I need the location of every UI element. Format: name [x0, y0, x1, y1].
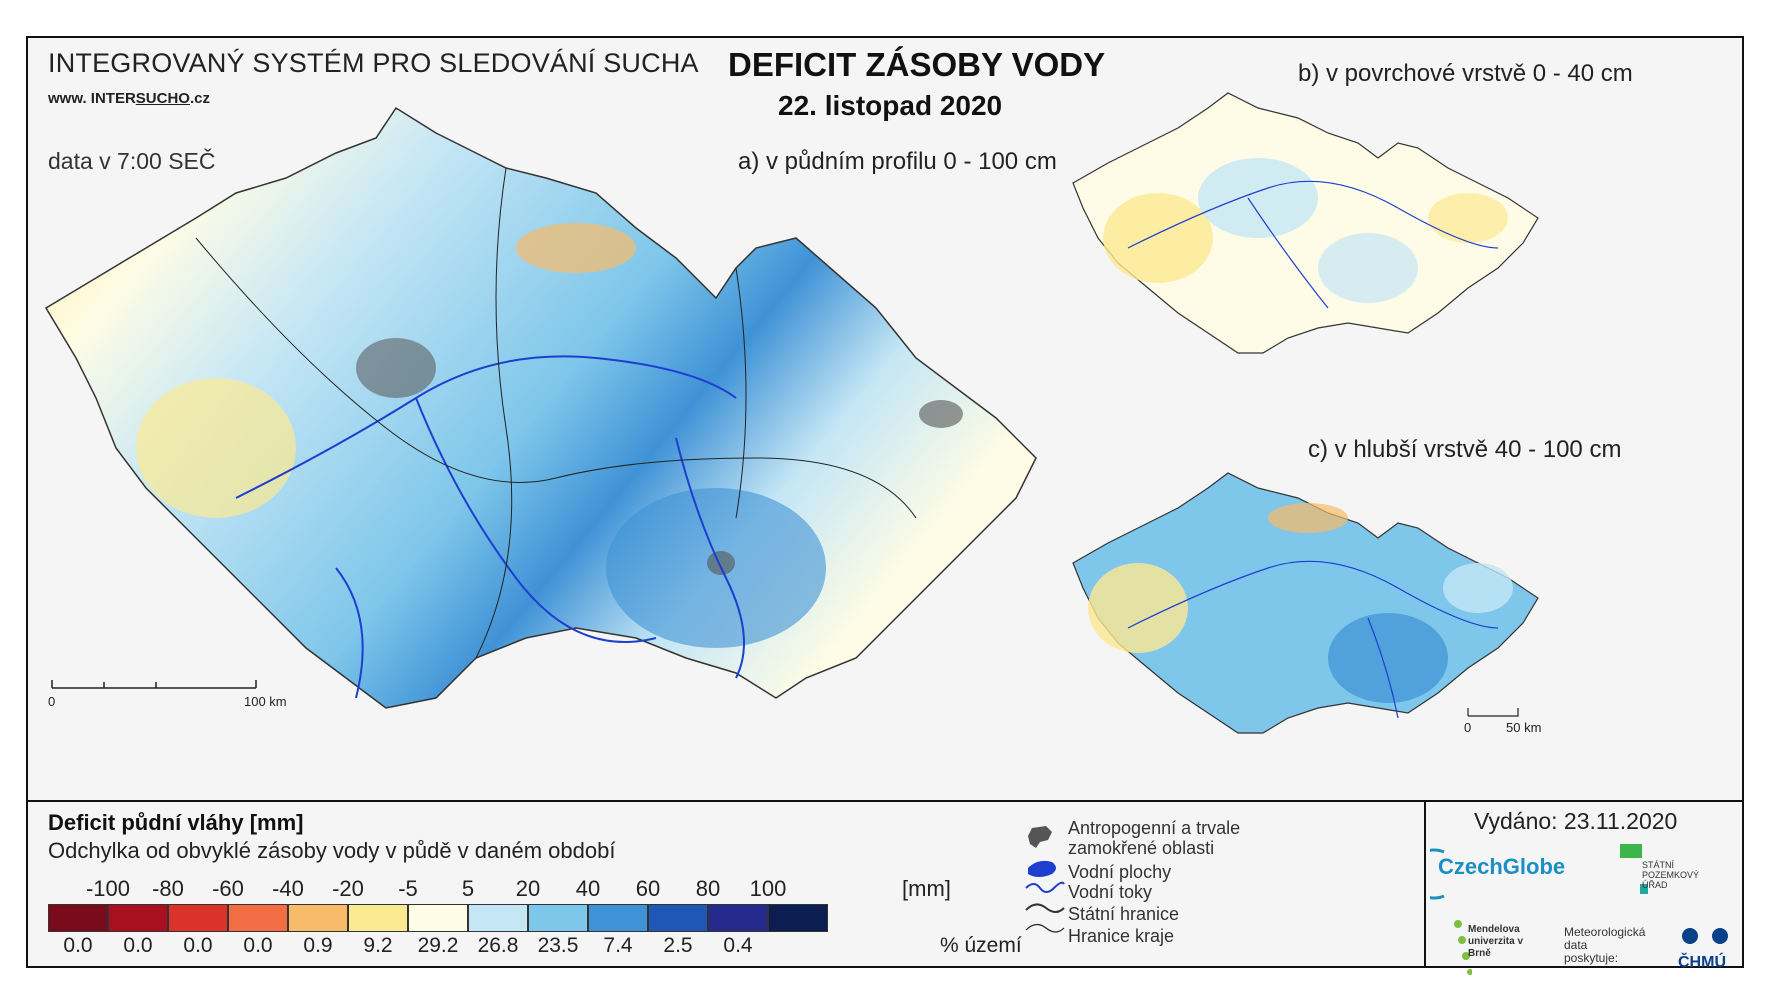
- chmu-logo: [1682, 928, 1728, 944]
- scale-main-zero: 0: [48, 694, 55, 709]
- legend-class-8: [528, 904, 588, 932]
- czechglobe-text: CzechGlobe: [1438, 854, 1566, 879]
- site-underlined: SUCHO: [135, 90, 190, 107]
- legend-percent-unit: % území: [940, 934, 1022, 957]
- legend-percent: 0.0: [183, 934, 213, 957]
- website-link[interactable]: www. INTERSUCHO.cz: [48, 90, 210, 107]
- legend-tick: 80: [695, 876, 721, 901]
- legend-class-5: [348, 904, 408, 932]
- water-body-icon: [1028, 860, 1056, 877]
- legend-class-6: [408, 904, 468, 932]
- map-key-symbols: [1025, 826, 1065, 933]
- key-anthropogenic-2: zamokřené oblasti: [1068, 838, 1215, 858]
- legend-tick: -100: [85, 876, 131, 901]
- chmu-text: ČHMÚ: [1678, 954, 1726, 971]
- map-a: 0 100 km: [44, 106, 1037, 709]
- legend-percent: 0.9: [303, 934, 333, 957]
- key-state-border: Státní hranice: [1068, 904, 1180, 924]
- country-outline-b: [1072, 92, 1539, 354]
- map-b: [1072, 92, 1539, 354]
- legend-class-10: [648, 904, 708, 932]
- spu-text: STÁTNÍ POZEMKOVÝ ÚŘAD: [1642, 860, 1700, 890]
- legend-tick: 100: [749, 876, 787, 901]
- legend-tick: -80: [152, 876, 184, 901]
- legend-percent: 23.5: [537, 934, 579, 957]
- legend-percent: 0.0: [123, 934, 153, 957]
- legend-class-9: [588, 904, 648, 932]
- legend-tick: -60: [212, 876, 244, 901]
- main-title: DEFICIT ZÁSOBY VODY: [728, 46, 1106, 83]
- spu-logo: [1620, 844, 1648, 894]
- map-c-label: c) v hlubší vrstvě 40 - 100 cm: [1308, 436, 1622, 463]
- site-prefix: www. INTER: [48, 90, 136, 107]
- scale-small-end: 50 km: [1506, 720, 1541, 735]
- key-region-border: Hranice kraje: [1068, 926, 1175, 946]
- legend-tick: -5: [398, 876, 418, 901]
- legend-class-11: [708, 904, 768, 932]
- state-border-icon: [1025, 903, 1065, 913]
- water-course-icon: [1025, 881, 1065, 893]
- legend-class-0: [48, 904, 108, 932]
- legend-tick: 40: [575, 876, 601, 901]
- map-c: 0 50 km: [1072, 472, 1541, 735]
- legend-percent: 26.8: [477, 934, 519, 957]
- legend-class-1: [108, 904, 168, 932]
- legend-class-7: [468, 904, 528, 932]
- legend-class-12: [768, 904, 828, 932]
- legend-tick: 20: [515, 876, 541, 901]
- system-title: INTEGROVANÝ SYSTÉM PRO SLEDOVÁNÍ SUCHA: [48, 48, 699, 78]
- czechglobe-logo: [1430, 848, 1445, 900]
- legend-divider: [28, 800, 1742, 802]
- legend-percent: 9.2: [363, 934, 393, 957]
- key-anthropogenic: Antropogenní a trvale: [1068, 818, 1241, 838]
- key-water-bodies: Vodní plochy: [1068, 862, 1172, 882]
- legend-class-2: [168, 904, 228, 932]
- legend-percent: 2.5: [663, 934, 693, 957]
- mendel-logo: [1454, 920, 1472, 975]
- issued-date: Vydáno: 23.11.2020: [1474, 808, 1678, 834]
- legend-class-3: [228, 904, 288, 932]
- issue-divider: [1424, 800, 1426, 968]
- mendel-text: Mendelova univerzita v Brně: [1468, 924, 1524, 959]
- scale-small-zero: 0: [1464, 720, 1471, 735]
- key-water-courses: Vodní toky: [1068, 882, 1153, 902]
- anthropogenic-icon: [1028, 826, 1052, 848]
- legend-percent: 7.4: [603, 934, 633, 957]
- legend-subtitle: Odchylka od obvyklé zásoby vody v půdě v…: [48, 838, 616, 863]
- data-time: data v 7:00 SEČ: [48, 148, 216, 174]
- legend-tick: 5: [461, 876, 475, 901]
- legend-class-4: [288, 904, 348, 932]
- legend-tick: 60: [635, 876, 661, 901]
- legend-percent: 0.0: [243, 934, 273, 957]
- legend-tick: -40: [272, 876, 304, 901]
- map-frame: INTEGROVANÝ SYSTÉM PRO SLEDOVÁNÍ SUCHA w…: [26, 36, 1744, 975]
- site-suffix: .cz: [189, 90, 210, 107]
- legend-percent: 0.4: [723, 934, 753, 957]
- main-date: 22. listopad 2020: [778, 90, 1003, 121]
- legend-percent: 29.2: [417, 934, 459, 957]
- map-a-label: a) v půdním profilu 0 - 100 cm: [738, 148, 1057, 175]
- legend-tick: -20: [332, 876, 364, 901]
- map-b-label: b) v povrchové vrstvě 0 - 40 cm: [1298, 60, 1633, 87]
- legend-percent: 0.0: [63, 934, 93, 957]
- region-border-icon: [1025, 923, 1065, 933]
- legend-unit: [mm]: [902, 876, 951, 901]
- scale-main-end: 100 km: [244, 694, 287, 709]
- legend-title: Deficit půdní vláhy [mm]: [48, 810, 304, 835]
- meteo-text: Meteorologická data poskytuje:: [1564, 925, 1646, 965]
